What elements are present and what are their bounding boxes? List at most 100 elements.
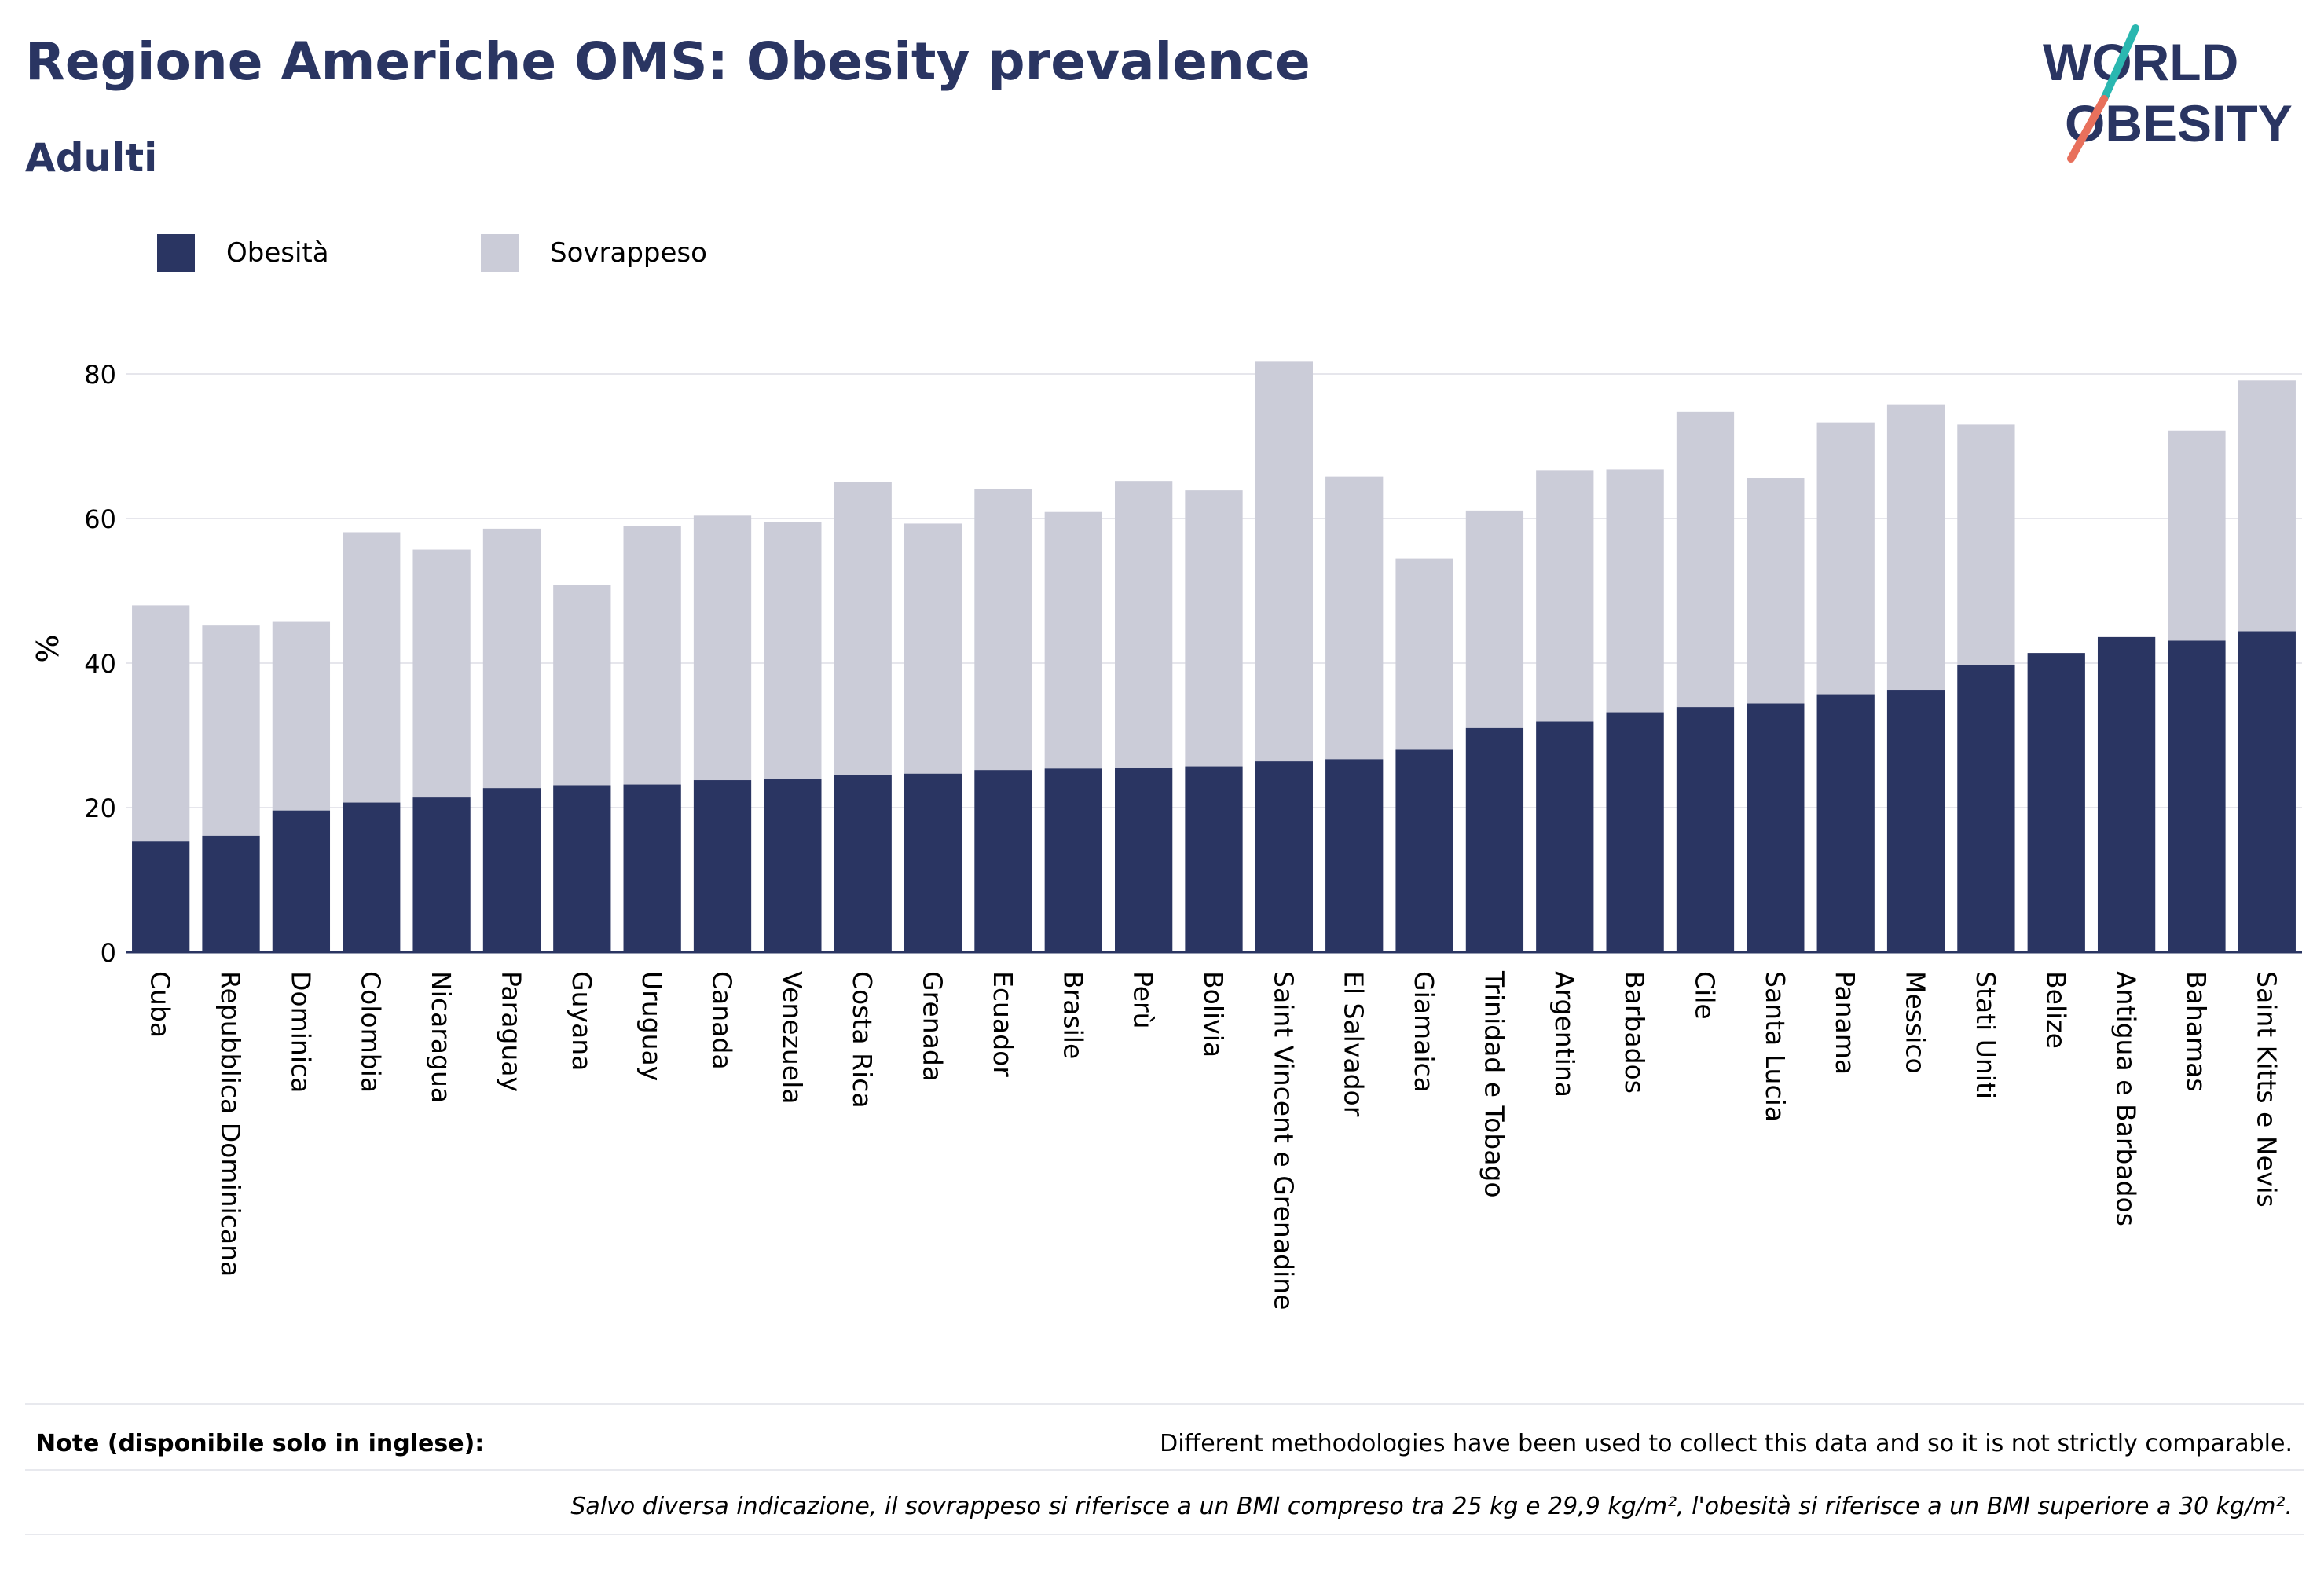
bar-overweight-giamaica [1395, 558, 1453, 750]
stacked-bar-chart: 0 20 40 60 80% Cuba Repubblica Dominicana Domin… [31, 360, 2302, 1310]
x-tick-label-santa-lucia: Santa Lucia [1760, 971, 1791, 1122]
bar-obesity-costa-rica [834, 775, 892, 952]
bar-overweight-messico [1886, 404, 1945, 691]
bar-overweight-repubblica-dominicana [202, 625, 260, 836]
bar-obesity-uruguay [623, 784, 681, 952]
notes-section: Note (disponibile solo in inglese): Diff… [25, 1403, 2304, 1576]
legend-swatch-overweight [481, 234, 519, 272]
x-tick-label-cuba: Cuba [145, 971, 176, 1038]
bar-obesity-saint-vincent-e-grenadine [1255, 761, 1313, 952]
y-tick-label-60: 60 [84, 504, 116, 534]
bar-overweight-saint-vincent-e-grenadine [1255, 361, 1313, 762]
bar-overweight-cile [1676, 411, 1735, 708]
bar-obesity-brasile [1044, 768, 1102, 952]
world-obesity-logo: WORLD OBESITY [2043, 24, 2293, 163]
bar-obesity-panama [1816, 694, 1875, 952]
page-subtitle: Adulti [25, 135, 158, 181]
x-tick-label-costa-rica: Costa Rica [847, 971, 878, 1109]
notes-divider-middle [25, 1469, 2304, 1471]
legend-label-overweight: Sovrappeso [550, 237, 707, 269]
x-tick-label-cile: Cile [1689, 971, 1720, 1020]
y-axis-label: % [31, 635, 65, 663]
bar-overweight-colombia [343, 532, 401, 803]
bar-overweight-panama [1816, 422, 1875, 695]
x-tick-label-panama: Panama [1830, 971, 1860, 1075]
x-tick-label-repubblica-dominicana: Repubblica Dominicana [215, 971, 246, 1277]
bar-overweight-bahamas [2168, 430, 2226, 641]
bar-overweight-ecuador [974, 489, 1032, 771]
x-tick-label-paraguay: Paraguay [496, 971, 526, 1092]
logo-line-world: WORLD [2043, 33, 2238, 91]
bar-overweight-grenada [904, 523, 962, 774]
bar-overweight-guyana [553, 585, 611, 786]
bar-obesity-saint-kitts-e-nevis [2238, 631, 2296, 952]
x-tick-label-peru: Perù [1128, 971, 1159, 1029]
notes-divider-top [25, 1403, 2304, 1405]
bar-obesity-santa-lucia [1747, 703, 1805, 952]
notes-label: Note (disponibile solo in inglese): [36, 1430, 485, 1457]
x-tick-label-belize: Belize [2040, 971, 2071, 1049]
x-tick-label-giamaica: Giamaica [1409, 971, 1439, 1093]
x-tick-label-colombia: Colombia [356, 971, 387, 1093]
bar-obesity-grenada [904, 773, 962, 952]
y-tick-label-80: 80 [84, 360, 116, 390]
x-tick-label-el-salvador: El Salvador [1339, 971, 1369, 1117]
bar-overweight-costa-rica [834, 482, 892, 775]
x-tick-label-brasile: Brasile [1058, 971, 1088, 1059]
y-tick-label-0: 0 [101, 938, 116, 968]
x-tick-label-barbados: Barbados [1619, 971, 1650, 1094]
bar-obesity-canada [693, 780, 752, 952]
bar-obesity-cile [1676, 707, 1735, 952]
bar-obesity-barbados [1606, 712, 1664, 952]
bar-obesity-peru [1115, 768, 1173, 952]
bar-obesity-el-salvador [1325, 759, 1384, 952]
bar-obesity-paraguay [482, 788, 541, 952]
x-tick-label-bolivia: Bolivia [1198, 971, 1229, 1057]
bar-overweight-barbados [1606, 469, 1664, 713]
x-tick-label-canada: Canada [707, 971, 738, 1070]
bar-overweight-saint-kitts-e-nevis [2238, 380, 2296, 632]
bar-obesity-giamaica [1395, 749, 1453, 952]
x-tick-label-argentina: Argentina [1549, 971, 1580, 1098]
x-tick-label-stati-uniti: Stati Uniti [1970, 971, 2001, 1099]
x-tick-label-guyana: Guyana [566, 971, 597, 1071]
bar-overweight-el-salvador [1325, 476, 1384, 760]
x-tick-label-ecuador: Ecuador [988, 971, 1018, 1077]
notes-text: Different methodologies have been used t… [1160, 1430, 2293, 1457]
bar-obesity-colombia [343, 802, 401, 952]
bar-obesity-cuba [132, 841, 190, 952]
x-tick-label-messico: Messico [1901, 971, 1931, 1074]
x-tick-label-antigua-e-barbados: Antigua e Barbados [2111, 971, 2142, 1226]
bar-obesity-repubblica-dominicana [202, 835, 260, 952]
x-tick-label-venezuela: Venezuela [777, 971, 808, 1104]
page-title: Regione Americhe OMS: Obesity prevalence [25, 31, 1310, 92]
bar-obesity-stati-uniti [1957, 665, 2015, 952]
bar-overweight-santa-lucia [1747, 478, 1805, 704]
legend-label-obesity: Obesità [226, 237, 329, 269]
bar-obesity-messico [1886, 690, 1945, 952]
bar-overweight-cuba [132, 605, 190, 842]
bar-obesity-trinidad-e-tobago [1465, 727, 1524, 952]
x-tick-label-uruguay: Uruguay [636, 971, 667, 1081]
y-tick-label-20: 20 [84, 793, 116, 823]
bar-overweight-trinidad-e-tobago [1465, 510, 1524, 728]
notes-definition: Salvo diversa indicazione, il sovrappeso… [570, 1493, 2293, 1520]
logo-slash-coral [2067, 95, 2108, 163]
bar-obesity-bahamas [2168, 640, 2226, 952]
bar-obesity-nicaragua [412, 797, 471, 952]
x-tick-label-trinidad-e-tobago: Trinidad e Tobago [1479, 970, 1509, 1198]
x-tick-label-saint-kitts-e-nevis: Saint Kitts e Nevis [2251, 971, 2282, 1208]
legend-swatch-obesity [157, 234, 195, 272]
bar-overweight-dominica [272, 621, 331, 811]
bar-overweight-argentina [1536, 470, 1594, 722]
bar-obesity-argentina [1536, 721, 1594, 952]
bar-overweight-canada [693, 515, 752, 781]
bar-obesity-antigua-e-barbados [2097, 636, 2156, 952]
bar-obesity-belize [2027, 653, 2085, 952]
bar-overweight-paraguay [482, 528, 541, 789]
x-tick-label-dominica: Dominica [285, 971, 316, 1093]
x-tick-label-nicaragua: Nicaragua [426, 971, 456, 1103]
bar-overweight-brasile [1044, 511, 1102, 769]
x-tick-label-saint-vincent-e-grenadine: Saint Vincent e Grenadine [1268, 971, 1299, 1310]
bar-overweight-peru [1115, 481, 1173, 768]
